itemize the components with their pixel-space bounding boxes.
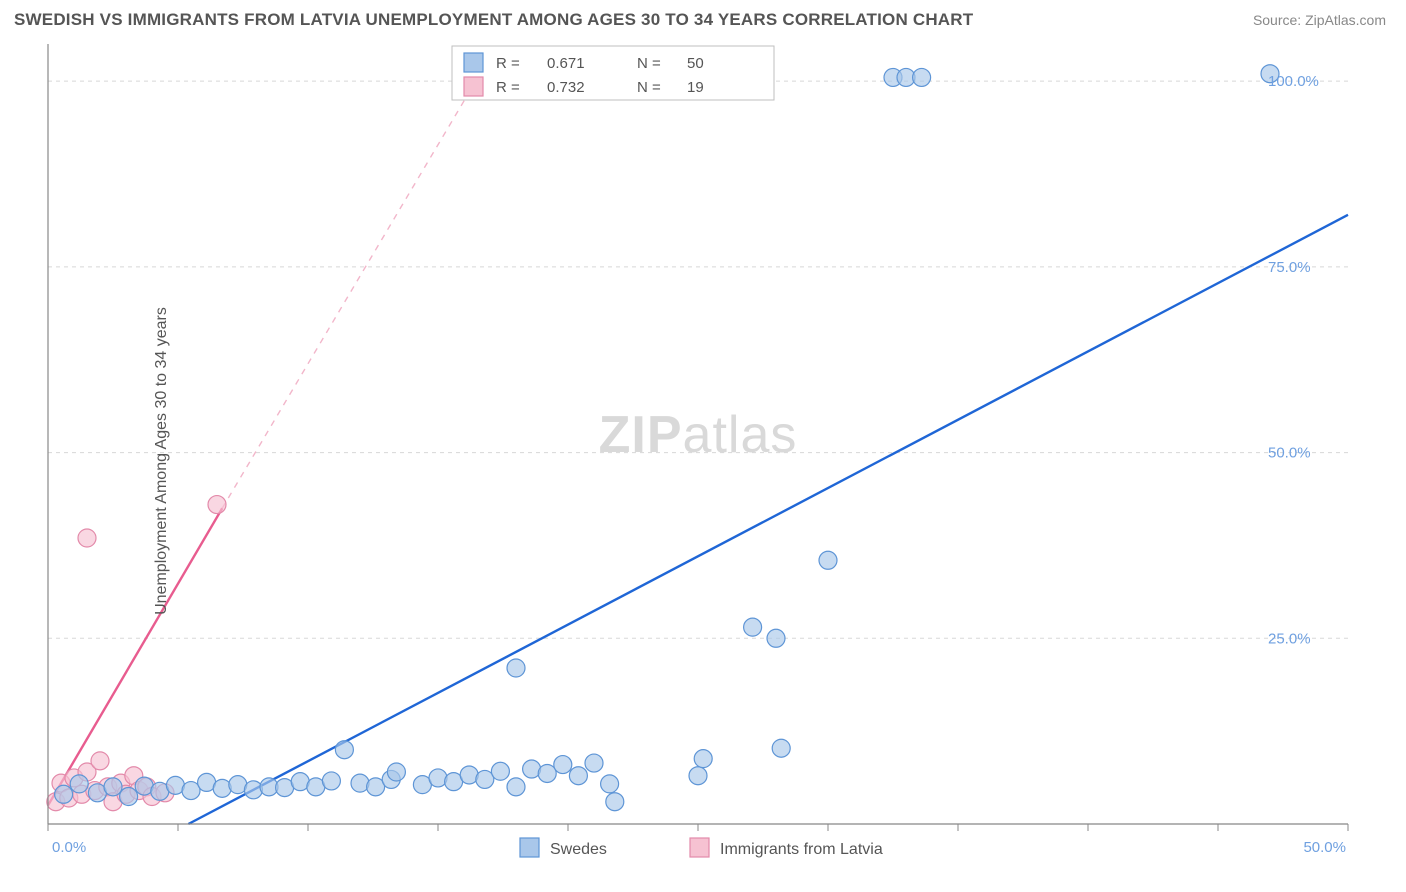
x-tick-label: 0.0% — [52, 839, 86, 856]
y-tick-label: 100.0% — [1268, 73, 1319, 90]
point-swedes — [351, 774, 369, 792]
point-swedes — [491, 762, 509, 780]
point-swedes — [554, 756, 572, 774]
point-swedes — [689, 767, 707, 785]
point-latvia — [78, 529, 96, 547]
legend-swedes-swatch — [520, 838, 539, 857]
y-tick-label: 25.0% — [1268, 630, 1311, 647]
point-swedes — [104, 778, 122, 796]
point-swedes — [507, 659, 525, 677]
legend-latvia-stats-r-label: R = — [496, 79, 520, 96]
point-swedes — [606, 793, 624, 811]
legend-swedes-stats-r-value: 0.671 — [547, 55, 585, 72]
legend-swedes-label: Swedes — [550, 841, 607, 858]
point-swedes — [744, 618, 762, 636]
point-swedes — [429, 769, 447, 787]
legend-latvia-stats-n-label: N = — [637, 79, 661, 96]
legend-swedes-stats-n-label: N = — [637, 55, 661, 72]
point-swedes — [244, 781, 262, 799]
legend-latvia-stats-n-value: 19 — [687, 79, 704, 96]
correlation-scatter-chart: ZIPatlas 0.0% 50.0% 25.0% 50.0% 75.0% 100.0% R … — [0, 36, 1406, 886]
point-swedes — [507, 778, 525, 796]
point-swedes — [585, 754, 603, 772]
legend-latvia-stats-swatch — [464, 77, 483, 96]
legend-swedes-stats-r-label: R = — [496, 55, 520, 72]
point-swedes — [335, 741, 353, 759]
point-swedes — [120, 788, 138, 806]
point-swedes — [387, 763, 405, 781]
point-swedes — [913, 68, 931, 86]
chart-title: SWEDISH VS IMMIGRANTS FROM LATVIA UNEMPL… — [14, 10, 973, 30]
point-swedes — [819, 551, 837, 569]
source-attribution: Source: ZipAtlas.com — [1253, 12, 1386, 28]
y-axis-label: Unemployment Among Ages 30 to 34 years — [153, 307, 171, 615]
legend-latvia-stats-r-value: 0.732 — [547, 79, 585, 96]
point-swedes — [538, 764, 556, 782]
legend-latvia-swatch — [690, 838, 709, 857]
y-tick-label: 75.0% — [1268, 259, 1311, 276]
point-swedes — [55, 785, 73, 803]
point-swedes — [694, 750, 712, 768]
legend-swedes-stats-n-value: 50 — [687, 55, 704, 72]
point-swedes — [601, 775, 619, 793]
point-swedes — [767, 629, 785, 647]
point-swedes — [772, 739, 790, 757]
point-latvia — [91, 752, 109, 770]
point-swedes — [322, 772, 340, 790]
legend-latvia-label: Immigrants from Latvia — [720, 841, 883, 858]
point-swedes — [213, 779, 231, 797]
trendline-swedes — [188, 215, 1348, 824]
point-swedes — [569, 767, 587, 785]
x-tick-label: 50.0% — [1303, 839, 1346, 856]
point-latvia — [208, 496, 226, 514]
point-swedes — [70, 775, 88, 793]
legend-swedes-stats-swatch — [464, 53, 483, 72]
y-tick-label: 50.0% — [1268, 445, 1311, 462]
watermark: ZIPatlas — [599, 406, 798, 464]
trendline-latvia — [48, 508, 222, 805]
trendline-latvia-extrapolated — [222, 44, 498, 508]
